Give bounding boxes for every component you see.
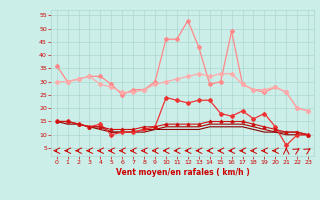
X-axis label: Vent moyen/en rafales ( km/h ): Vent moyen/en rafales ( km/h ) — [116, 168, 249, 177]
